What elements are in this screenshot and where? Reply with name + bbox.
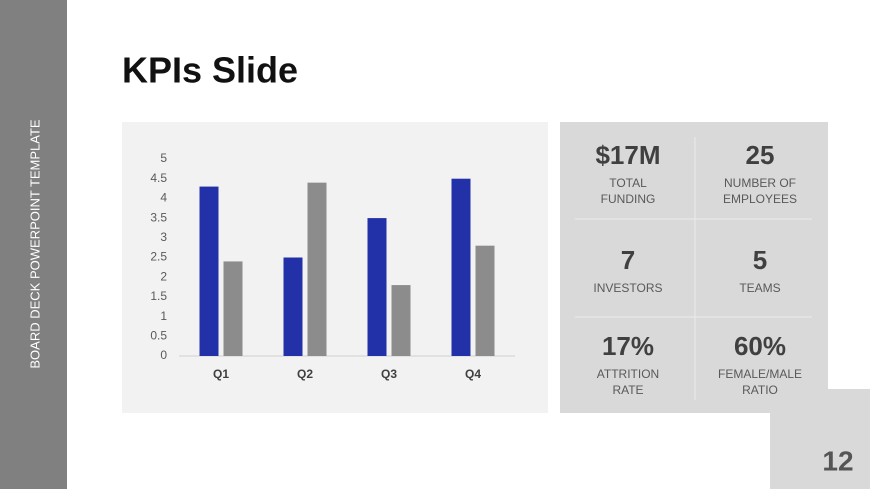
x-tick-label: Q1 xyxy=(213,367,229,381)
kpi-label: RATIO xyxy=(742,383,778,397)
bar xyxy=(199,186,219,356)
page-number-box xyxy=(770,389,870,489)
sidebar-text: BOARD DECK POWERPOINT TEMPLATE xyxy=(27,119,42,369)
x-tick-label: Q2 xyxy=(297,367,313,381)
page-number: 12 xyxy=(822,445,853,476)
bar xyxy=(451,178,471,356)
y-tick-label: 4.5 xyxy=(150,171,167,185)
kpi-label: EMPLOYEES xyxy=(723,192,797,206)
y-tick-label: 0 xyxy=(160,348,167,362)
y-tick-label: 1.5 xyxy=(150,289,167,303)
kpi-label: TOTAL xyxy=(609,176,647,190)
bar xyxy=(223,261,243,356)
kpi-label: RATE xyxy=(612,383,643,397)
kpi-label: INVESTORS xyxy=(593,281,662,295)
bar xyxy=(391,285,411,356)
bar xyxy=(283,257,303,356)
y-tick-label: 2 xyxy=(160,269,167,283)
bar xyxy=(367,218,387,356)
kpi-value: 60% xyxy=(734,331,786,361)
x-tick-label: Q3 xyxy=(381,367,397,381)
kpi-label: FEMALE/MALE xyxy=(718,367,802,381)
kpi-value: 7 xyxy=(621,245,635,275)
y-tick-label: 4 xyxy=(160,191,167,205)
y-tick-label: 3 xyxy=(160,230,167,244)
slide-title: KPIs Slide xyxy=(122,50,298,91)
y-tick-label: 3.5 xyxy=(150,210,167,224)
kpi-label: FUNDING xyxy=(601,192,656,206)
y-tick-label: 1 xyxy=(160,309,167,323)
kpi-label: NUMBER OF xyxy=(724,176,796,190)
bar xyxy=(475,245,495,356)
kpi-label: TEAMS xyxy=(739,281,780,295)
y-tick-label: 0.5 xyxy=(150,328,167,342)
y-tick-label: 5 xyxy=(160,151,167,165)
sidebar xyxy=(0,0,67,489)
kpi-value: 25 xyxy=(746,140,775,170)
kpi-value: 5 xyxy=(753,245,767,275)
kpi-panel xyxy=(560,122,828,413)
x-tick-label: Q4 xyxy=(465,367,481,381)
kpi-label: ATTRITION xyxy=(597,367,659,381)
y-tick-label: 2.5 xyxy=(150,250,167,264)
kpi-value: 17% xyxy=(602,331,654,361)
kpi-value: $17M xyxy=(595,140,660,170)
bar xyxy=(307,182,327,356)
